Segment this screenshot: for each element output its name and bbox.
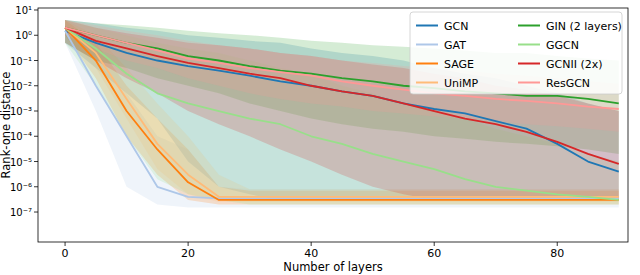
x-tick [188, 242, 189, 246]
y-tick-label: 10⁻³ [10, 106, 32, 117]
y-tick [34, 85, 38, 86]
legend-swatch [416, 63, 438, 65]
legend-swatch [518, 82, 540, 84]
y-tick [34, 111, 38, 112]
legend-label: GIN (2 layers) [546, 20, 622, 33]
legend-label: SAGE [444, 58, 474, 71]
x-tick [65, 242, 66, 246]
legend-label: GGCN [546, 39, 579, 52]
x-tick-label: 60 [427, 247, 441, 260]
y-tick [34, 186, 38, 187]
legend-swatch [416, 82, 438, 84]
y-tick-label: 10⁻¹ [10, 56, 32, 67]
x-label: Number of layers [283, 260, 382, 274]
legend-label: UniMP [444, 77, 479, 90]
y-label: Rank-one distance [0, 72, 13, 179]
y-tick [34, 161, 38, 162]
legend-label: GCN [444, 20, 468, 33]
y-tick [34, 35, 38, 36]
legend-box [410, 12, 622, 94]
x-tick [311, 242, 312, 246]
legend-label: ResGCN [546, 77, 590, 90]
y-tick-label: 10⁻⁴ [10, 131, 32, 142]
y-tick-label: 10⁻⁵ [10, 157, 32, 168]
x-tick [557, 242, 558, 246]
frame [38, 8, 628, 242]
y-tick [34, 60, 38, 61]
y-tick-label: 10⁻² [10, 81, 32, 92]
x-tick [434, 242, 435, 246]
legend-swatch [518, 25, 540, 27]
y-tick-label: 10⁻⁷ [10, 207, 32, 218]
y-tick-label: 10¹ [15, 5, 32, 16]
y-tick [34, 9, 38, 10]
chart: 0 20 40 60 80 10⁻⁷ 10⁻⁶ 10⁻⁵ 10⁻⁴ 10⁻³ 10⁻² 10⁻¹ 10⁰… [0, 0, 640, 275]
legend-swatch [518, 44, 540, 46]
legend: GCN GAT SAGE UniMP GIN (2 layers) GGCN GCNII (… [410, 12, 622, 94]
x-tick-label: 20 [181, 247, 195, 260]
y-tick-label: 10⁻⁶ [10, 182, 32, 193]
y-tick [34, 212, 38, 213]
legend-label: GCNII (2x) [546, 58, 603, 71]
x-tick-label: 0 [62, 247, 69, 260]
legend-swatch [518, 63, 540, 65]
legend-swatch [416, 44, 438, 46]
y-tick-label: 10⁰ [15, 30, 32, 41]
y-tick [34, 136, 38, 137]
x-tick-label: 80 [550, 247, 564, 260]
legend-swatch [416, 25, 438, 27]
x-tick-label: 40 [304, 247, 318, 260]
legend-label: GAT [444, 39, 466, 52]
